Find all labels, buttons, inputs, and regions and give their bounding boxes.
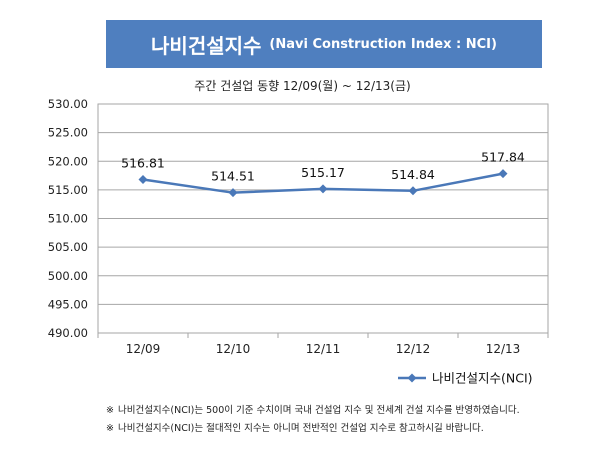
- footnote-2: ※ 나비건설지수(NCI)는 절대적인 지수는 아니며 전반적인 건설업 지수로 …: [106, 420, 484, 434]
- footnote-1: ※ 나비건설지수(NCI)는 500이 기준 수치이며 국내 건설업 지수 및 전…: [106, 402, 520, 416]
- footnote-2-text: 나비건설지수(NCI)는 절대적인 지수는 아니며 전반적인 건설업 지수로 참…: [117, 423, 484, 434]
- legend-label: 나비건설지수(NCI): [432, 371, 533, 386]
- y-tick-label: 500.00: [48, 269, 88, 283]
- data-label: 516.81: [121, 156, 165, 171]
- data-point: [318, 184, 328, 194]
- data-point: [408, 186, 418, 196]
- data-label: 514.51: [211, 169, 255, 184]
- title-banner: 나비건설지수 (Navi Construction Index : NCI): [106, 20, 542, 68]
- data-label: 517.84: [481, 150, 525, 165]
- note-mark: ※: [106, 405, 114, 416]
- y-tick-label: 520.00: [48, 154, 88, 168]
- x-tick-label: 12/11: [306, 342, 341, 356]
- y-tick-label: 515.00: [48, 183, 88, 197]
- data-point: [498, 169, 508, 179]
- y-tick-label: 495.00: [48, 297, 88, 311]
- y-tick-label: 525.00: [48, 126, 88, 140]
- x-tick-label: 12/12: [396, 342, 431, 356]
- period-label: 주간 건설업 동향 12/09(월) ~ 12/13(금): [194, 79, 411, 93]
- plot-area: [97, 103, 549, 334]
- chart-subtitle: (Navi Construction Index : NCI): [269, 36, 497, 52]
- footnote-1-text: 나비건설지수(NCI)는 500이 기준 수치이며 국내 건설업 지수 및 전세…: [117, 405, 520, 416]
- y-tick-label: 530.00: [48, 97, 88, 111]
- note-mark: ※: [106, 423, 114, 434]
- y-tick-label: 490.00: [48, 326, 88, 340]
- data-label: 515.17: [301, 165, 345, 180]
- data-label: 514.84: [391, 167, 435, 182]
- chart-title: 나비건설지수: [151, 33, 262, 58]
- data-point: [138, 175, 148, 185]
- legend-marker: [407, 373, 417, 383]
- x-tick-label: 12/13: [486, 342, 521, 356]
- x-tick-label: 12/10: [216, 342, 251, 356]
- data-point: [228, 188, 238, 198]
- y-tick-label: 510.00: [48, 212, 88, 226]
- y-tick-label: 505.00: [48, 240, 88, 254]
- x-tick-label: 12/09: [126, 342, 161, 356]
